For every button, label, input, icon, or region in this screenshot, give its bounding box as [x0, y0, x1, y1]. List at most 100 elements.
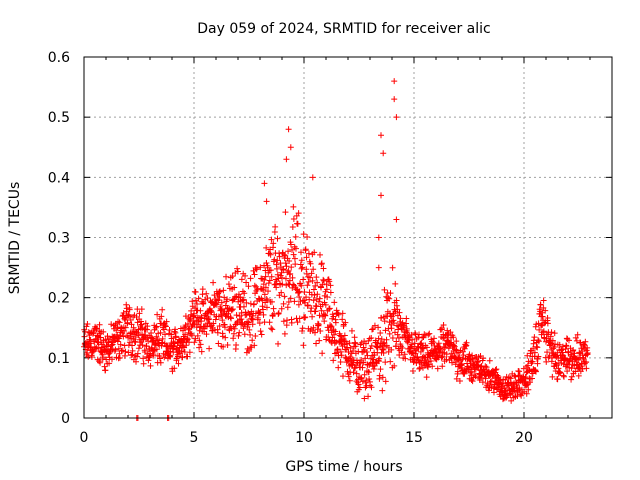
data-point: [568, 377, 574, 383]
data-point: [249, 337, 255, 343]
data-point: [198, 341, 204, 347]
data-point: [387, 331, 393, 337]
data-point: [210, 280, 216, 286]
data-point: [300, 325, 306, 331]
data-point: [266, 250, 272, 256]
data-point: [377, 330, 383, 336]
data-point: [291, 298, 297, 304]
data-point: [272, 224, 278, 230]
tick-labels: 0 5 10 15 20 0 0.1 0.2 0.3 0.4 0.5 0.6: [48, 50, 533, 446]
data-point: [331, 299, 337, 305]
data-point: [247, 332, 253, 338]
data-point: [316, 321, 322, 327]
data-point: [340, 373, 346, 379]
data-point: [282, 331, 288, 337]
data-point: [318, 284, 324, 290]
data-point: [387, 359, 393, 365]
data-point: [377, 366, 383, 372]
data-point: [266, 280, 272, 286]
data-point: [379, 388, 385, 394]
peak-point: [261, 180, 267, 186]
data-point: [291, 252, 297, 258]
peak-point: [283, 156, 289, 162]
data-point: [285, 304, 291, 310]
data-point: [102, 367, 108, 373]
data-point: [275, 311, 281, 317]
data-point: [282, 209, 288, 215]
data-point: [304, 271, 310, 277]
data-point: [310, 266, 316, 272]
data-point: [112, 347, 118, 353]
x-tick-label: 0: [80, 430, 89, 446]
data-point: [552, 330, 558, 336]
data-point: [349, 328, 355, 334]
data-point: [309, 270, 315, 276]
data-point: [555, 376, 561, 382]
data-point: [193, 289, 199, 295]
data-point: [352, 334, 358, 340]
x-axis-label: GPS time / hours: [285, 459, 402, 475]
data-point: [230, 335, 236, 341]
data-point: [392, 281, 398, 287]
data-point: [439, 325, 445, 331]
data-point: [531, 334, 537, 340]
data-point: [302, 314, 308, 320]
data-point: [259, 332, 265, 338]
peak-point: [393, 114, 399, 120]
data-point: [196, 345, 202, 351]
data-point: [239, 276, 245, 282]
data-point: [366, 376, 372, 382]
data-point: [340, 310, 346, 316]
data-point: [487, 358, 493, 364]
data-point: [319, 260, 325, 266]
data-point: [304, 282, 310, 288]
data-point: [296, 294, 302, 300]
data-point: [275, 236, 281, 242]
data-point: [403, 315, 409, 321]
data-point: [383, 378, 389, 384]
data-point: [335, 365, 341, 371]
x-tick-label: 15: [405, 430, 423, 446]
data-point: [233, 342, 239, 348]
data-point: [259, 303, 265, 309]
data-point: [561, 374, 567, 380]
y-axis-label: SRMTID / TECUs: [7, 182, 23, 295]
peak-point: [310, 174, 316, 180]
data-point: [150, 351, 156, 357]
data-point: [309, 314, 315, 320]
data-point: [313, 274, 319, 280]
data-point: [293, 234, 299, 240]
data-point: [569, 374, 575, 380]
data-point: [328, 289, 334, 295]
data-point: [304, 234, 310, 240]
data-point: [313, 308, 319, 314]
data-point: [258, 328, 264, 334]
data-point: [382, 318, 388, 324]
peak-point: [286, 126, 292, 132]
data-point: [390, 265, 396, 271]
data-point: [235, 268, 241, 274]
y-tick-label: 0.4: [48, 170, 70, 186]
data-point: [272, 229, 278, 235]
data-point: [317, 252, 323, 258]
data-point: [281, 318, 287, 324]
data-point: [148, 363, 154, 369]
data-point: [300, 342, 306, 348]
data-point: [197, 308, 203, 314]
data-point: [252, 283, 258, 289]
data-point: [290, 204, 296, 210]
peak-point: [378, 192, 384, 198]
peak-point: [288, 144, 294, 150]
data-point: [313, 340, 319, 346]
data-point: [267, 319, 273, 325]
x-tick-label: 5: [190, 430, 199, 446]
data-point: [563, 342, 569, 348]
data-point: [215, 340, 221, 346]
y-tick-label: 0.6: [48, 50, 70, 66]
data-point: [298, 262, 304, 268]
data-point: [124, 305, 130, 311]
data-point: [140, 355, 146, 361]
data-point: [252, 333, 258, 339]
data-point: [306, 279, 312, 285]
data-point: [302, 315, 308, 321]
